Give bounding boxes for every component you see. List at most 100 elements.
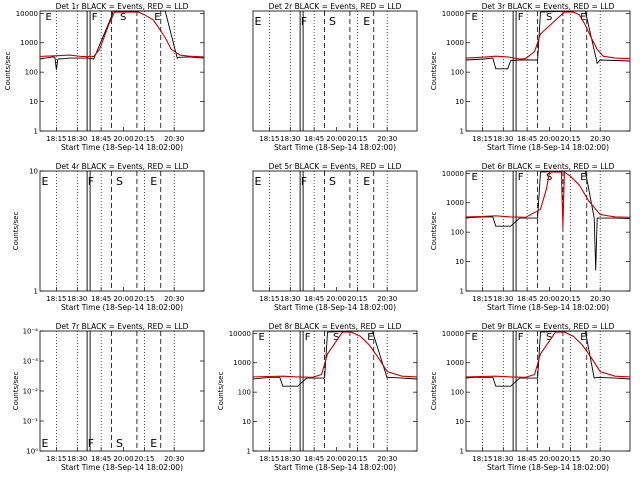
y-tick-label: 1000 [20, 39, 38, 47]
y-tick-label: 1 [34, 288, 38, 296]
lld-series-line [465, 171, 631, 228]
x-tick-label: 20:30 [377, 135, 397, 143]
event-marker: E [41, 175, 48, 188]
x-tick-label: 20:30 [590, 135, 610, 143]
panel-title: Det 1r BLACK = Events, RED = LLD [56, 2, 189, 11]
x-tick-label: 18:45 [517, 135, 537, 143]
y-tick-label: 10 [455, 258, 464, 266]
x-tick-label: 18:30 [493, 135, 513, 143]
x-tick-label: 18:15 [46, 455, 66, 463]
panel-title: Det 9r BLACK = Events, RED = LLD [482, 322, 615, 331]
event-marker: E [471, 332, 477, 343]
x-tick-label: 18:15 [46, 135, 66, 143]
x-tick-label: 18:45 [91, 455, 111, 463]
y-tick-label: 10000 [442, 10, 464, 18]
y-axis-label: Counts/sec [430, 372, 438, 411]
x-tick-label: 18:30 [280, 135, 300, 143]
x-tick-label: 20:30 [377, 295, 397, 303]
event-marker: E [45, 12, 51, 23]
x-tick-label: 20:15 [347, 455, 367, 463]
panel-title: Det 4r BLACK = Events, RED = LLD [56, 162, 189, 171]
x-tick-label: 18:15 [259, 295, 279, 303]
x-tick-label: 20:00 [539, 295, 559, 303]
y-tick-label: 10⁻² [23, 388, 39, 396]
x-tick-label: 20:00 [326, 295, 346, 303]
x-axis-label: Start Time (18-Sep-14 18:02:00) [487, 303, 609, 312]
x-tick-label: 20:00 [113, 295, 133, 303]
x-tick-label: 18:15 [46, 295, 66, 303]
x-tick-label: 20:00 [539, 135, 559, 143]
y-tick-label: 10⁻¹ [23, 418, 39, 426]
y-tick-label: 10 [242, 418, 251, 426]
event-marker: E [580, 12, 586, 23]
x-tick-label: 20:00 [539, 455, 559, 463]
event-marker: E [254, 175, 261, 188]
plot-frame [39, 330, 205, 452]
x-tick-label: 20:00 [113, 135, 133, 143]
y-axis-label: Counts/sec [4, 52, 12, 91]
event-marker: E [471, 12, 477, 23]
y-tick-label: 1 [460, 288, 464, 296]
y-tick-label: 1 [460, 128, 464, 136]
x-tick-label: 20:15 [560, 455, 580, 463]
plot-frame [465, 330, 631, 452]
x-tick-label: 18:15 [472, 295, 492, 303]
y-tick-label: 100 [451, 229, 464, 237]
x-tick-label: 18:45 [517, 295, 537, 303]
panel-title: Det 5r BLACK = Events, RED = LLD [269, 162, 402, 171]
y-axis-label: Counts/sec [217, 372, 225, 411]
events-series-line [465, 330, 631, 387]
event-marker: F [92, 12, 98, 23]
x-tick-label: 20:30 [590, 455, 610, 463]
y-tick-label: 1000 [446, 39, 464, 47]
x-tick-label: 18:15 [259, 455, 279, 463]
x-axis-label: Start Time (18-Sep-14 18:02:00) [487, 143, 609, 152]
y-tick-label: 100 [25, 69, 38, 77]
x-tick-label: 20:15 [347, 135, 367, 143]
event-marker: F [88, 175, 94, 188]
event-marker: F [518, 332, 524, 343]
x-axis-label: Start Time (18-Sep-14 18:02:00) [274, 463, 396, 472]
event-marker: E [363, 175, 370, 188]
event-marker: E [367, 332, 373, 343]
event-marker: F [301, 15, 307, 28]
y-tick-label: 100 [238, 389, 251, 397]
event-marker: F [301, 175, 307, 188]
x-tick-label: 18:15 [472, 455, 492, 463]
event-marker: S [116, 175, 123, 188]
panel-4: Det 4r BLACK = Events, RED = LLD E F S E 1 10 C… [12, 162, 205, 312]
plot-frame [39, 170, 205, 292]
y-tick-label: 10 [455, 418, 464, 426]
y-tick-label: 10000 [442, 170, 464, 178]
y-tick-label: 10000 [229, 330, 251, 338]
events-series-line [39, 10, 205, 70]
event-marker: S [546, 332, 552, 343]
plot-frame [39, 10, 205, 132]
event-marker: E [258, 332, 264, 343]
x-tick-label: 18:45 [304, 295, 324, 303]
plot-frame [465, 170, 631, 292]
x-tick-label: 20:30 [164, 295, 184, 303]
y-tick-label: 10000 [442, 330, 464, 338]
y-tick-label: 10⁰ [26, 448, 38, 456]
x-axis-label: Start Time (18-Sep-14 18:02:00) [274, 143, 396, 152]
y-tick-label: 10 [455, 98, 464, 106]
panel-title: Det 3r BLACK = Events, RED = LLD [482, 2, 615, 11]
event-marker: E [154, 12, 160, 23]
x-tick-label: 20:30 [590, 295, 610, 303]
events-series-line [252, 330, 418, 387]
lld-series-line [252, 331, 418, 378]
event-marker: F [305, 332, 311, 343]
panel-title: Det 8r BLACK = Events, RED = LLD [269, 322, 402, 331]
event-marker: S [329, 175, 336, 188]
y-tick-label: 1000 [233, 359, 251, 367]
event-marker: E [580, 332, 586, 343]
